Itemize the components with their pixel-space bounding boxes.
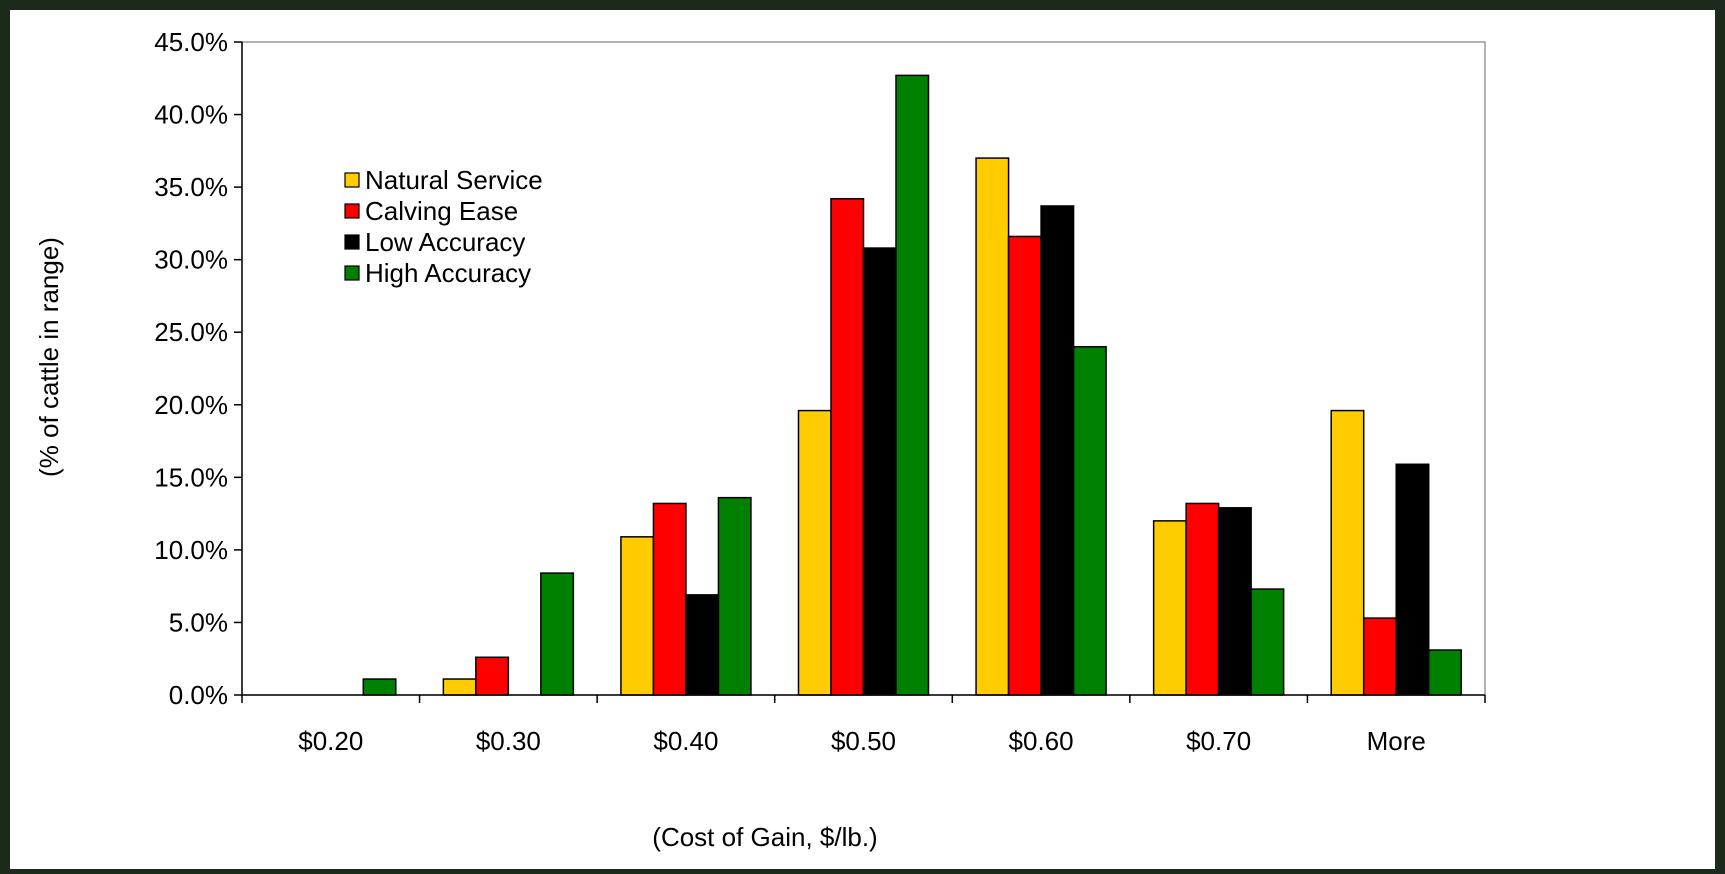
bar-natural-service-6	[1330, 409, 1365, 696]
legend-swatch	[344, 234, 360, 250]
y-tick-label: 10.0%	[154, 535, 228, 565]
bar-calving-ease-2	[652, 502, 687, 696]
x-tick-label: $0.60	[1009, 726, 1074, 756]
legend-swatch	[344, 172, 360, 188]
y-tick-label: 25.0%	[154, 317, 228, 347]
legend-label: Natural Service	[365, 165, 543, 195]
y-tick-label: 5.0%	[169, 607, 228, 637]
ticks-group: 0.0% 5.0% 10.0% 15.0% 20.0% 25.0% 30.0% 35.0% 40…	[154, 27, 1486, 756]
y-axis-title: (% of cattle in range)	[34, 237, 64, 477]
x-axis-title: (Cost of Gain, $/lb.)	[652, 822, 877, 852]
y-tick-label: 35.0%	[154, 172, 228, 202]
bar-natural-service-2	[620, 536, 655, 696]
bar-natural-service-3	[797, 409, 832, 696]
bar-high-accuracy-5	[1250, 588, 1285, 696]
bar-low-accuracy-4	[1040, 205, 1075, 696]
y-tick-label: 0.0%	[169, 680, 228, 710]
bar-high-accuracy-0	[362, 678, 397, 696]
bar-high-accuracy-1	[540, 572, 575, 696]
bar-high-accuracy-3	[895, 74, 930, 696]
bar-high-accuracy-4	[1072, 345, 1107, 696]
legend-label: Low Accuracy	[365, 227, 525, 257]
bars-group	[362, 74, 1462, 696]
y-tick-label: 45.0%	[154, 27, 228, 57]
bar-natural-service-4	[975, 157, 1010, 696]
bar-low-accuracy-6	[1395, 463, 1430, 696]
x-tick-label: More	[1367, 726, 1426, 756]
bar-low-accuracy-3	[862, 247, 897, 696]
bar-natural-service-5	[1152, 520, 1187, 696]
chart-panel: 0.0% 5.0% 10.0% 15.0% 20.0% 25.0% 30.0% 35.0% 40…	[10, 10, 1715, 869]
x-tick-label: $0.30	[476, 726, 541, 756]
bar-calving-ease-1	[475, 656, 510, 696]
legend-label: Calving Ease	[365, 196, 518, 226]
bar-low-accuracy-2	[685, 594, 720, 696]
legend-swatch	[344, 203, 360, 219]
bar-calving-ease-5	[1185, 502, 1220, 696]
bar-chart: 0.0% 5.0% 10.0% 15.0% 20.0% 25.0% 30.0% 35.0% 40…	[34, 27, 1486, 852]
y-tick-label: 20.0%	[154, 390, 228, 420]
y-tick-label: 15.0%	[154, 462, 228, 492]
axes-group	[241, 41, 1486, 696]
x-tick-label: $0.50	[831, 726, 896, 756]
x-tick-label: $0.40	[653, 726, 718, 756]
x-tick-label: $0.20	[298, 726, 363, 756]
legend-label: High Accuracy	[365, 258, 531, 288]
x-tick-label: $0.70	[1186, 726, 1251, 756]
y-tick-label: 40.0%	[154, 100, 228, 130]
bar-high-accuracy-6	[1427, 649, 1462, 696]
legend-swatch	[344, 265, 360, 281]
bar-calving-ease-4	[1007, 235, 1042, 696]
bar-low-accuracy-5	[1217, 507, 1252, 696]
bar-calving-ease-3	[830, 197, 865, 696]
bar-high-accuracy-2	[717, 496, 752, 696]
bar-calving-ease-6	[1362, 617, 1397, 696]
bar-natural-service-1	[442, 678, 477, 696]
y-tick-label: 30.0%	[154, 245, 228, 275]
